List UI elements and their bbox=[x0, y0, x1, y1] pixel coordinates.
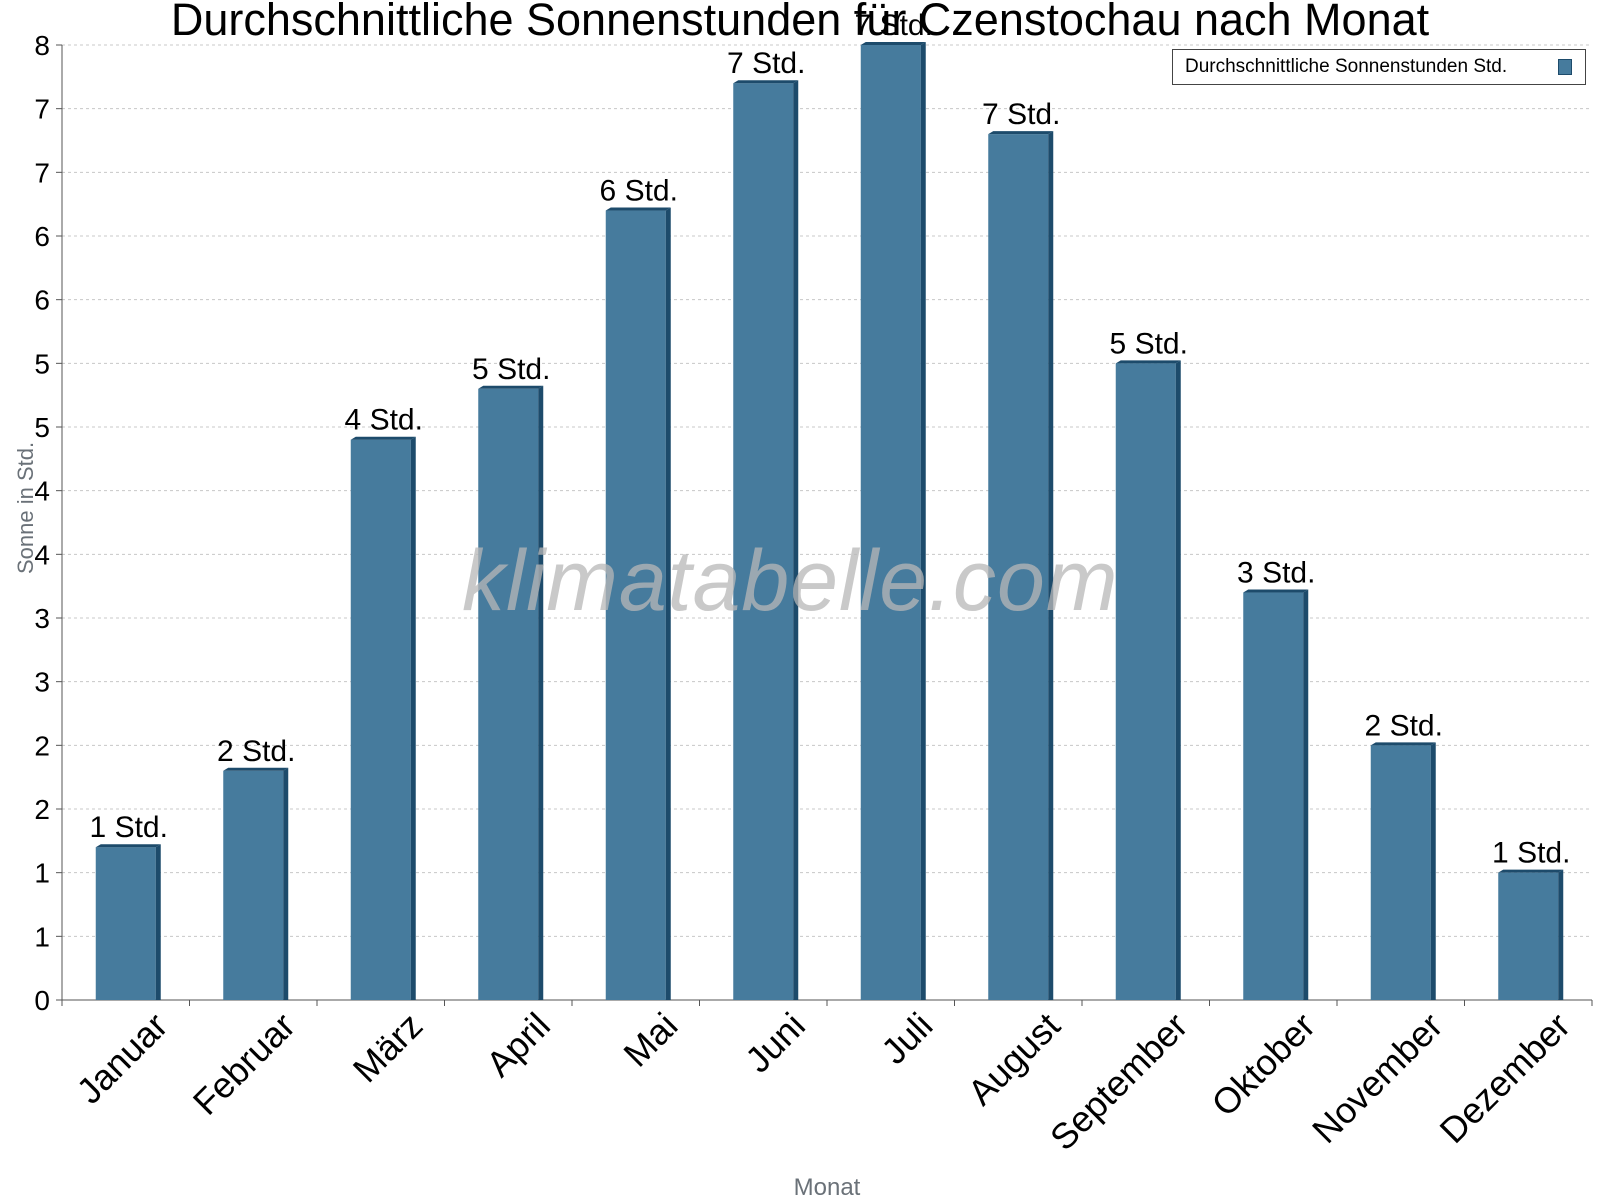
data-label: 5 Std. bbox=[472, 353, 550, 386]
bar-side bbox=[793, 80, 799, 1000]
bar-side bbox=[920, 42, 926, 1000]
y-tick-label: 2 bbox=[34, 730, 50, 761]
y-tick-label: 6 bbox=[34, 285, 50, 316]
bar-top bbox=[478, 385, 544, 389]
bar bbox=[860, 45, 921, 1000]
y-tick-label: 6 bbox=[34, 221, 50, 252]
bar-top bbox=[223, 767, 289, 771]
y-tick-label: 1 bbox=[34, 858, 50, 889]
bar-top bbox=[733, 80, 799, 84]
x-tick-label: Januar bbox=[69, 1005, 176, 1112]
x-tick-label: November bbox=[1304, 1005, 1450, 1151]
bar-top bbox=[860, 42, 926, 45]
bar bbox=[478, 388, 539, 1000]
chart-title: Durchschnittliche Sonnenstunden für Czen… bbox=[170, 0, 1430, 45]
bar-group bbox=[733, 80, 799, 1000]
y-tick-label: 5 bbox=[34, 412, 50, 443]
legend: Durchschnittliche Sonnenstunden Std. bbox=[1172, 49, 1586, 85]
bar-top bbox=[1243, 589, 1309, 593]
data-label: 1 Std. bbox=[1492, 837, 1570, 870]
x-tick-label: Juni bbox=[737, 1005, 813, 1081]
bar-top bbox=[95, 844, 161, 848]
bar-side bbox=[1430, 742, 1436, 1000]
x-tick-label: April bbox=[478, 1005, 558, 1085]
bar bbox=[1243, 592, 1304, 1000]
y-tick-label: 3 bbox=[34, 667, 50, 698]
bar-group bbox=[223, 767, 289, 1000]
bar bbox=[1115, 363, 1176, 1000]
bar-top bbox=[350, 436, 416, 440]
bar-top bbox=[1370, 742, 1436, 746]
bar bbox=[1498, 872, 1559, 1000]
data-label: 7 Std. bbox=[982, 98, 1060, 131]
bar-top bbox=[605, 207, 671, 211]
y-axis-label: Sonne in Std. bbox=[13, 441, 38, 574]
data-label: 2 Std. bbox=[1365, 709, 1443, 742]
x-tick-label: Oktober bbox=[1203, 1005, 1323, 1125]
bar bbox=[95, 847, 156, 1000]
bar bbox=[733, 83, 794, 1000]
x-tick-label: September bbox=[1042, 1005, 1196, 1159]
bar-group bbox=[1115, 360, 1181, 1000]
x-tick-label: Dezember bbox=[1431, 1005, 1577, 1151]
bar-group bbox=[1370, 742, 1436, 1000]
bar-group bbox=[478, 385, 544, 1000]
bar bbox=[350, 439, 411, 1000]
y-tick-label: 7 bbox=[34, 157, 50, 188]
x-tick-label: März bbox=[345, 1005, 431, 1091]
x-tick-label: Mai bbox=[615, 1005, 685, 1075]
y-tick-label: 8 bbox=[34, 30, 50, 61]
y-tick-label: 4 bbox=[34, 539, 50, 570]
bar-side bbox=[1175, 360, 1181, 1000]
bar-group bbox=[988, 131, 1054, 1001]
bar-side bbox=[155, 844, 161, 1000]
y-tick-label: 5 bbox=[34, 348, 50, 379]
bar-top bbox=[988, 131, 1054, 135]
data-label: 1 Std. bbox=[90, 811, 168, 844]
bar-side bbox=[1558, 869, 1564, 1000]
data-label: 4 Std. bbox=[345, 404, 423, 437]
y-tick-label: 7 bbox=[34, 94, 50, 125]
data-label: 3 Std. bbox=[1237, 557, 1315, 590]
bar-side bbox=[538, 385, 544, 1000]
bar-side bbox=[1303, 589, 1309, 1000]
bar-group bbox=[605, 207, 671, 1001]
legend-label: Durchschnittliche Sonnenstunden Std. bbox=[1185, 56, 1508, 77]
data-label: 6 Std. bbox=[600, 175, 678, 208]
bar-top bbox=[1498, 869, 1564, 873]
watermark: klimatabelle.com bbox=[462, 533, 1119, 629]
bar-top bbox=[1115, 360, 1181, 364]
data-label: 5 Std. bbox=[1110, 327, 1188, 360]
bar-group bbox=[860, 42, 926, 1000]
x-tick-label: Februar bbox=[185, 1005, 303, 1123]
bar bbox=[223, 770, 284, 1000]
bar bbox=[1370, 745, 1431, 1000]
data-label: 7 Std. bbox=[727, 47, 805, 80]
y-tick-label: 2 bbox=[34, 794, 50, 825]
data-label: 2 Std. bbox=[217, 735, 295, 768]
y-tick-label: 0 bbox=[34, 985, 50, 1016]
y-tick-label: 3 bbox=[34, 603, 50, 634]
data-label: 7 Std. bbox=[855, 9, 933, 42]
x-tick-label: Juli bbox=[873, 1005, 940, 1072]
bar-side bbox=[283, 767, 289, 1000]
legend-swatch bbox=[1558, 59, 1572, 75]
y-tick-label: 1 bbox=[34, 921, 50, 952]
bar-side bbox=[410, 436, 416, 1000]
bar bbox=[605, 210, 666, 1001]
x-tick-label: August bbox=[960, 1005, 1068, 1113]
bar-group bbox=[350, 436, 416, 1000]
y-tick-label: 4 bbox=[34, 476, 50, 507]
bar bbox=[988, 134, 1049, 1001]
bar-group bbox=[95, 844, 161, 1000]
bar-side bbox=[1048, 131, 1054, 1001]
bar-group bbox=[1243, 589, 1309, 1000]
x-axis-label: Monat bbox=[793, 1174, 861, 1201]
bar-group bbox=[1498, 869, 1564, 1000]
bar-side bbox=[665, 207, 671, 1001]
